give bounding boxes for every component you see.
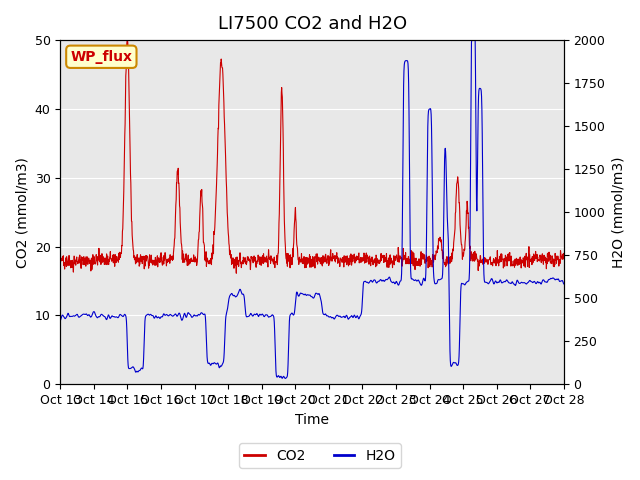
H2O — [468, 37, 476, 43]
H2O — [116, 312, 124, 318]
Y-axis label: CO2 (mmol/m3): CO2 (mmol/m3) — [15, 157, 29, 268]
H2O — [560, 281, 568, 287]
CO2 — [232, 270, 240, 276]
CO2 — [124, 37, 131, 43]
Title: LI7500 CO2 and H2O: LI7500 CO2 and H2O — [218, 15, 406, 33]
CO2 — [95, 255, 103, 261]
Line: CO2: CO2 — [60, 40, 564, 273]
H2O — [343, 313, 351, 319]
H2O — [56, 318, 64, 324]
H2O — [280, 374, 288, 380]
H2O — [95, 314, 103, 320]
CO2 — [56, 252, 64, 258]
Y-axis label: H2O (mmol/m3): H2O (mmol/m3) — [611, 156, 625, 268]
CO2 — [560, 252, 568, 258]
CO2 — [291, 228, 298, 233]
X-axis label: Time: Time — [295, 413, 329, 427]
CO2 — [344, 256, 351, 262]
H2O — [270, 315, 278, 321]
Line: H2O: H2O — [60, 40, 564, 378]
Text: WP_flux: WP_flux — [70, 50, 132, 64]
Legend: CO2, H2O: CO2, H2O — [239, 443, 401, 468]
CO2 — [271, 264, 278, 270]
CO2 — [281, 237, 289, 243]
H2O — [290, 312, 298, 318]
H2O — [282, 375, 289, 381]
CO2 — [116, 250, 124, 255]
